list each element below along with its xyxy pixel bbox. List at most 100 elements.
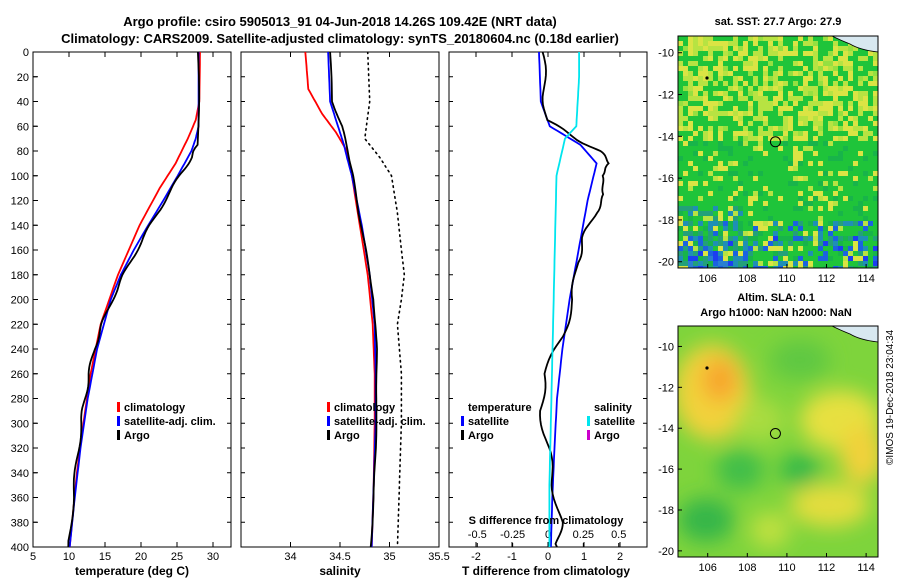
s-tick-label: 0 bbox=[545, 529, 551, 541]
sst-pixel bbox=[773, 251, 778, 256]
sst-pixel bbox=[688, 126, 693, 131]
sst-pixel bbox=[678, 211, 683, 216]
sst-pixel bbox=[678, 116, 683, 121]
sst-pixel bbox=[783, 236, 788, 241]
map-y-tick-label: -10 bbox=[658, 341, 674, 353]
sst-pixel bbox=[838, 56, 843, 61]
sst-pixel bbox=[753, 66, 758, 71]
map-y-tick-label: -12 bbox=[658, 382, 674, 394]
depth-tick-label: 100 bbox=[11, 171, 29, 183]
sst-pixel bbox=[743, 136, 748, 141]
sst-pixel bbox=[813, 91, 818, 96]
sst-pixel bbox=[803, 76, 808, 81]
map-x-tick-label: 112 bbox=[818, 273, 836, 285]
sst-pixel bbox=[738, 96, 743, 101]
sst-pixel bbox=[693, 96, 698, 101]
sst-pixel bbox=[728, 86, 733, 91]
sst-pixel bbox=[738, 246, 743, 251]
sst-pixel bbox=[838, 76, 843, 81]
sst-pixel bbox=[748, 236, 753, 241]
sst-pixel bbox=[843, 111, 848, 116]
sst-pixel bbox=[713, 81, 718, 86]
sst-pixel bbox=[838, 251, 843, 256]
sst-pixel bbox=[843, 126, 848, 131]
sst-pixel bbox=[808, 76, 813, 81]
sst-pixel bbox=[758, 261, 763, 266]
sst-pixel bbox=[793, 46, 798, 51]
sst-pixel bbox=[743, 256, 748, 261]
sst-pixel bbox=[793, 236, 798, 241]
sst-pixel bbox=[808, 36, 813, 41]
sst-pixel bbox=[748, 246, 753, 251]
sst-pixel bbox=[708, 171, 713, 176]
sst-pixel bbox=[693, 226, 698, 231]
sst-pixel bbox=[698, 236, 703, 241]
sst-pixel bbox=[683, 206, 688, 211]
sst-pixel bbox=[778, 236, 783, 241]
sst-pixel bbox=[723, 81, 728, 86]
sst-pixel bbox=[733, 221, 738, 226]
sst-pixel bbox=[758, 36, 763, 41]
sst-pixel bbox=[683, 171, 688, 176]
sst-pixel bbox=[788, 91, 793, 96]
sst-pixel bbox=[708, 131, 713, 136]
sst-pixel bbox=[783, 156, 788, 161]
sst-pixel bbox=[758, 91, 763, 96]
sst-pixel bbox=[693, 206, 698, 211]
sst-pixel bbox=[868, 116, 873, 121]
sst-pixel bbox=[678, 111, 683, 116]
sst-pixel bbox=[843, 46, 848, 51]
sst-pixel bbox=[853, 91, 858, 96]
sst-pixel bbox=[698, 196, 703, 201]
sst-pixel bbox=[678, 246, 683, 251]
sla-map-ticks: 106 108 110 112 114 -10 -12 -14 -16 -18 -20 bbox=[658, 341, 875, 574]
sst-pixel bbox=[753, 191, 758, 196]
x-tick-label: 0 bbox=[545, 551, 551, 563]
sst-pixel bbox=[723, 96, 728, 101]
legend-label-satellite-adj: satellite-adj. clim. bbox=[124, 416, 216, 428]
sst-pixel bbox=[758, 96, 763, 101]
sst-pixel bbox=[873, 256, 878, 261]
sst-pixel bbox=[733, 206, 738, 211]
sst-pixel bbox=[778, 46, 783, 51]
sst-pixel bbox=[788, 71, 793, 76]
sst-pixel bbox=[708, 106, 713, 111]
sst-pixel bbox=[808, 51, 813, 56]
sst-pixel bbox=[713, 216, 718, 221]
sst-pixel bbox=[693, 241, 698, 246]
sst-pixel bbox=[843, 66, 848, 71]
sst-pixel bbox=[838, 86, 843, 91]
depth-tick-label: 80 bbox=[17, 146, 29, 158]
sst-pixel bbox=[718, 136, 723, 141]
sst-pixel bbox=[808, 91, 813, 96]
sst-pixel bbox=[758, 191, 763, 196]
sst-pixel bbox=[728, 161, 733, 166]
sst-pixel bbox=[868, 71, 873, 76]
sst-pixel bbox=[758, 86, 763, 91]
sst-pixel bbox=[818, 241, 823, 246]
sst-pixel bbox=[748, 171, 753, 176]
sst-pixel bbox=[713, 101, 718, 106]
sst-pixel bbox=[678, 41, 683, 46]
map-x-tick-label: 108 bbox=[738, 562, 756, 574]
sst-pixel bbox=[833, 246, 838, 251]
sst-pixel bbox=[748, 251, 753, 256]
sst-pixel bbox=[798, 191, 803, 196]
sst-pixel bbox=[778, 71, 783, 76]
sst-pixel bbox=[823, 111, 828, 116]
sst-pixel bbox=[753, 91, 758, 96]
sst-pixel bbox=[803, 146, 808, 151]
sst-pixel bbox=[703, 261, 708, 266]
s-tick-label: 0.5 bbox=[611, 529, 626, 541]
sst-pixel bbox=[863, 126, 868, 131]
sst-pixel bbox=[783, 51, 788, 56]
sst-pixel bbox=[838, 61, 843, 66]
map-y-tick-label: -16 bbox=[658, 464, 674, 476]
sst-pixel bbox=[863, 246, 868, 251]
sst-pixel bbox=[873, 56, 878, 61]
sst-pixel bbox=[728, 246, 733, 251]
sst-pixel bbox=[808, 146, 813, 151]
sst-pixel bbox=[703, 246, 708, 251]
sla-blob bbox=[790, 483, 870, 527]
temperature-legend: climatology satellite-adj. clim. Argo bbox=[117, 402, 216, 442]
